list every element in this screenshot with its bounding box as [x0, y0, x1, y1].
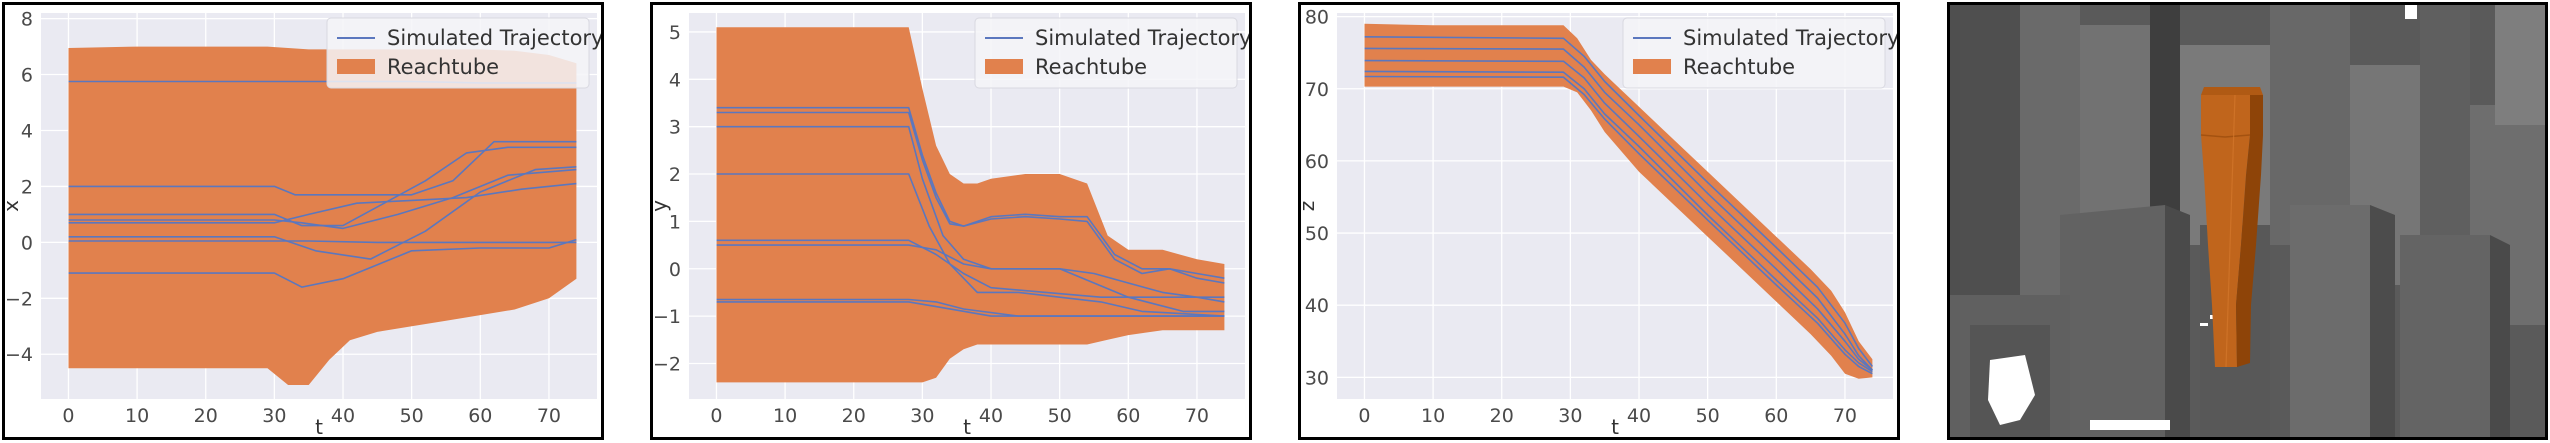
y-tick-label: 5	[669, 22, 681, 44]
trajectory-line-3	[1364, 59, 1873, 371]
legend: Simulated Trajectory Reachtube	[326, 17, 601, 89]
x-tick-label: 50	[1696, 405, 1720, 427]
y-tick-label: 40	[1305, 295, 1329, 317]
x-axis-label: t	[963, 415, 971, 437]
chart-x-svg: 0 10 20 30 40 50 60 70 −4 −2 0 2 4 6 8 t x Simulated Traj…	[5, 9, 601, 437]
legend: Simulated Trajectory Reachtube	[974, 17, 1249, 89]
x-tick-label: 20	[1490, 405, 1514, 427]
y-tick-label: −4	[5, 344, 33, 366]
chart-panel-z: 0 10 20 30 40 50 60 70 30 40 50 60 70 80 t z Simulated T…	[1298, 2, 1900, 440]
trajectory-line-1	[716, 106, 1225, 279]
chart-z-svg: 0 10 20 30 40 50 60 70 30 40 50 60 70 80 t z Simulated T…	[1301, 7, 1897, 437]
trajectory-line-5	[68, 182, 577, 224]
legend-entry-label: Reachtube	[1035, 55, 1147, 79]
x-tick-label: 30	[910, 405, 934, 427]
x-tick-label: 10	[1421, 405, 1445, 427]
x-tick-label: 70	[1185, 405, 1209, 427]
legend-box	[326, 17, 590, 89]
legend-patch-swatch	[337, 59, 375, 74]
x-tick-label: 70	[537, 405, 561, 427]
legend-box	[974, 17, 1238, 89]
y-tick-label: 6	[21, 65, 33, 87]
y-tick-label: 0	[21, 232, 33, 254]
y-tick-label: 50	[1305, 223, 1329, 245]
trajectory-line-8	[716, 301, 1225, 317]
chart-panel-x: 0 10 20 30 40 50 60 70 −4 −2 0 2 4 6 8 t x Simulated Traj…	[2, 2, 604, 440]
y-tick-label: 70	[1305, 79, 1329, 101]
trajectory-line-2	[716, 111, 1225, 284]
x-tick-label: 20	[842, 405, 866, 427]
y-tick-label: −2	[5, 288, 33, 310]
legend-entry-label: Simulated Trajectory	[1035, 26, 1249, 50]
x-tick-label: 50	[1048, 405, 1072, 427]
trajectory-line-2	[1364, 47, 1873, 371]
y-axis-label: z	[1301, 201, 1319, 212]
y-tick-label: 80	[1305, 7, 1329, 29]
reachtube-band	[68, 46, 577, 385]
trajectory-line-1	[1364, 36, 1874, 367]
chart-panel-y: 0 10 20 30 40 50 60 70 −2 −1 0 1 2 3 4 5 t y Simulated Tra…	[650, 2, 1252, 440]
legend-entry-label: Reachtube	[1683, 55, 1795, 79]
trajectory-line-4	[1364, 70, 1873, 373]
x-tick-label: 10	[773, 405, 797, 427]
legend-entry-label: Simulated Trajectory	[1683, 26, 1897, 50]
x-tick-label: 60	[1116, 405, 1140, 427]
legend-patch-swatch	[985, 59, 1023, 74]
trajectory-line-6	[68, 166, 577, 260]
x-tick-label: 60	[468, 405, 492, 427]
x-tick-label: 0	[710, 405, 722, 427]
y-tick-label: 1	[669, 211, 681, 233]
y-tick-label: 4	[21, 120, 33, 142]
3d-scene-illustration	[1950, 5, 2545, 437]
legend: Simulated Trajectory Reachtube	[1622, 17, 1897, 89]
x-tick-label: 30	[1558, 405, 1582, 427]
y-tick-label: 30	[1305, 367, 1329, 389]
y-tick-label: 2	[21, 176, 33, 198]
x-tick-label: 10	[125, 405, 149, 427]
trajectory-line-4	[68, 168, 577, 230]
chart-y-svg: 0 10 20 30 40 50 60 70 −2 −1 0 1 2 3 4 5 t y Simulated Tra…	[653, 13, 1249, 437]
trajectory-line-3	[68, 146, 577, 227]
trajectory-line-5	[1364, 75, 1873, 375]
trajectory-line-7	[68, 240, 577, 244]
x-tick-label: 0	[1358, 405, 1370, 427]
x-tick-label: 40	[979, 405, 1003, 427]
legend-patch-swatch	[1633, 59, 1671, 74]
trajectory-line-2	[68, 140, 577, 196]
y-tick-label: 2	[669, 164, 681, 186]
trajectory-line-6	[716, 244, 1225, 313]
x-tick-label: 30	[262, 405, 286, 427]
legend-entry-label: Simulated Trajectory	[387, 26, 601, 50]
legend-entry-label: Reachtube	[387, 55, 499, 79]
legend-box	[1622, 17, 1886, 89]
3d-reachtube-render	[1947, 2, 2548, 440]
x-tick-label: 40	[1627, 405, 1651, 427]
x-tick-label: 70	[1833, 405, 1857, 427]
x-tick-label: 20	[194, 405, 218, 427]
trajectory-line-8	[68, 238, 577, 288]
y-tick-label: −2	[653, 353, 681, 375]
y-tick-label: 4	[669, 69, 681, 91]
trajectory-line-5	[716, 239, 1225, 299]
trajectory-line-4	[716, 173, 1225, 317]
x-tick-label: 50	[400, 405, 424, 427]
reachtube-band	[716, 27, 1225, 383]
y-tick-label: −1	[653, 306, 681, 328]
y-axis-label: x	[5, 200, 23, 212]
y-axis-label: y	[653, 200, 671, 212]
x-tick-label: 0	[62, 405, 74, 427]
x-axis-label: t	[1611, 415, 1619, 437]
x-tick-label: 40	[331, 405, 355, 427]
y-tick-label: 0	[669, 259, 681, 281]
y-tick-label: 3	[669, 117, 681, 139]
x-tick-label: 60	[1764, 405, 1788, 427]
y-tick-label: 60	[1305, 151, 1329, 173]
y-tick-label: 8	[21, 9, 33, 31]
x-axis-label: t	[315, 415, 323, 437]
